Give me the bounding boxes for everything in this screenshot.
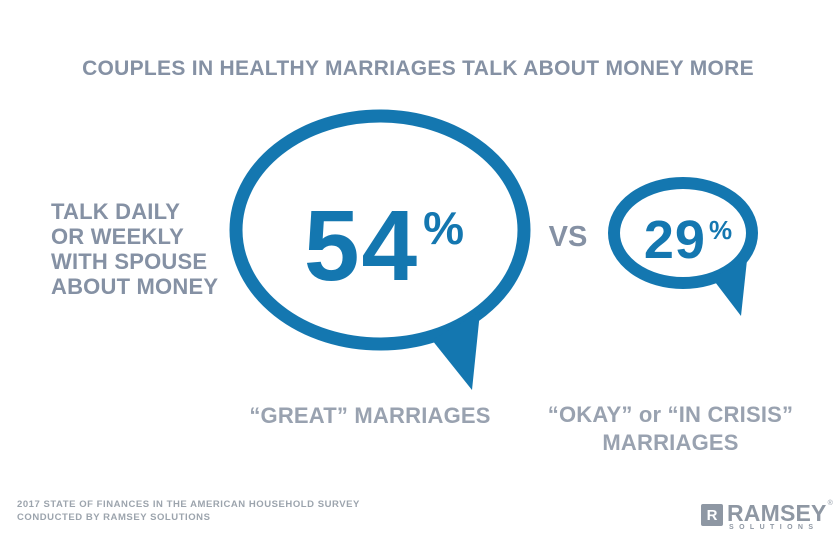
metric-label: TALK DAILY OR WEEKLY WITH SPOUSE ABOUT M… (51, 199, 218, 299)
metric-label-line-3: WITH SPOUSE (51, 249, 208, 274)
metric-label-line-1: TALK DAILY (51, 199, 181, 224)
caption-okay-crisis-line-2: MARRIAGES (602, 430, 739, 455)
logo-name-text: RAMSEY (727, 500, 827, 526)
okay-crisis-percent-sign: % (708, 215, 733, 245)
source-line-1: 2017 STATE OF FINANCES IN THE AMERICAN H… (17, 499, 360, 510)
logo-wordmark: RAMSEY® (727, 500, 833, 526)
speech-bubble-small-icon (608, 177, 758, 316)
logo-subtext: SOLUTIONS (729, 524, 819, 531)
percent-value-great: 54 % (224, 196, 544, 296)
metric-label-line-4: ABOUT MONEY (51, 274, 219, 299)
logo-text: RAMSEY® SOLUTIONS (727, 500, 833, 531)
percent-value-okay-crisis: 29 % (608, 213, 768, 267)
great-value-number: 54 (303, 190, 420, 302)
bubble-small-tail (712, 260, 747, 316)
ramsey-monogram-icon: R (701, 504, 723, 526)
okay-crisis-value-number: 29 (643, 210, 706, 270)
ramsey-solutions-logo: R RAMSEY® SOLUTIONS (701, 500, 833, 531)
headline: COUPLES IN HEALTHY MARRIAGES TALK ABOUT … (82, 57, 754, 80)
metric-label-line-2: OR WEEKLY (51, 224, 185, 249)
great-percent-sign: % (423, 202, 465, 254)
vs-label: VS (548, 221, 588, 253)
bubble-small-outline (608, 177, 758, 289)
bubble-large-outline (229, 109, 531, 351)
trademark-symbol: ® (827, 500, 833, 507)
source-line-2: CONDUCTED BY RAMSEY SOLUTIONS (17, 512, 211, 523)
caption-okay-crisis-marriages: “OKAY” or “IN CRISIS” MARRIAGES (543, 401, 798, 457)
caption-great-marriages: “GREAT” MARRIAGES (249, 403, 491, 428)
caption-okay-crisis-line-1: “OKAY” or “IN CRISIS” (547, 402, 794, 427)
bubble-large-tail (432, 312, 480, 390)
source-attribution: 2017 STATE OF FINANCES IN THE AMERICAN H… (17, 498, 360, 524)
speech-bubble-large-icon (229, 109, 531, 390)
